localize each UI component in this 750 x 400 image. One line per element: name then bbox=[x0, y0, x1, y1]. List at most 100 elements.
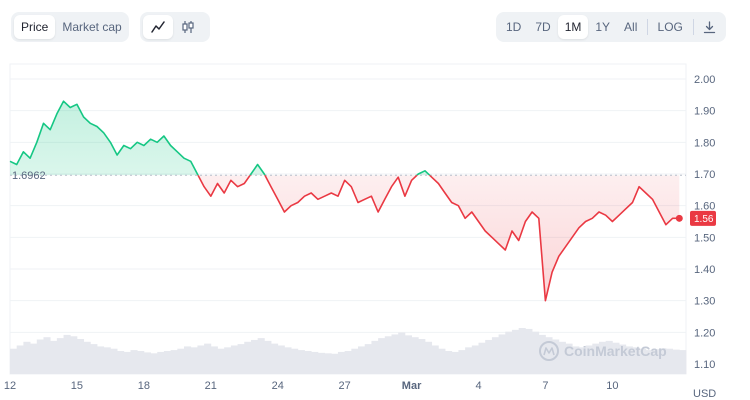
volume-bar bbox=[177, 348, 185, 374]
range-7d-button[interactable]: 7D bbox=[535, 20, 551, 34]
price-line-down bbox=[197, 175, 680, 302]
download-icon bbox=[703, 20, 716, 33]
volume-bar bbox=[50, 340, 58, 374]
volume-bar bbox=[498, 334, 506, 374]
y-tick-label: 1.10 bbox=[694, 359, 715, 371]
volume-bar bbox=[478, 342, 486, 374]
y-axis-unit-label: USD bbox=[693, 388, 716, 400]
y-tick-label: 1.50 bbox=[694, 232, 715, 244]
volume-bar bbox=[277, 345, 285, 374]
volume-bar bbox=[30, 343, 38, 374]
price-line-up bbox=[9, 100, 431, 176]
volume-bar bbox=[197, 345, 205, 374]
volume-bar bbox=[16, 345, 24, 374]
volume-bar bbox=[645, 350, 653, 374]
time-range-toggle: 1D 7D 1M 1Y All LOG bbox=[496, 12, 726, 42]
market-cap-tab[interactable]: Market cap bbox=[62, 20, 122, 34]
volume-bar bbox=[190, 347, 198, 374]
volume-bar bbox=[217, 348, 225, 374]
volume-bar bbox=[271, 343, 279, 374]
volume-bar bbox=[10, 348, 18, 374]
y-tick-label: 1.40 bbox=[694, 264, 715, 276]
volume-bar bbox=[532, 331, 540, 374]
volume-bar bbox=[598, 341, 607, 374]
volume-bar bbox=[605, 340, 613, 374]
volume-bar bbox=[204, 343, 212, 374]
volume-bar bbox=[163, 351, 172, 374]
y-tick-label: 1.70 bbox=[694, 169, 715, 181]
volume-bar bbox=[371, 340, 379, 374]
volume-bar bbox=[63, 334, 71, 374]
range-1d-button[interactable]: 1D bbox=[506, 20, 522, 34]
x-tick-label: 24 bbox=[272, 380, 284, 392]
volume-bar bbox=[445, 351, 453, 374]
y-tick-label: 1.80 bbox=[694, 137, 715, 149]
volume-bar bbox=[76, 339, 85, 374]
volume-bar bbox=[384, 336, 392, 374]
volume-bar bbox=[619, 344, 627, 374]
volume-bar bbox=[572, 346, 580, 374]
volume-bar bbox=[210, 346, 218, 374]
y-tick-label: 2.00 bbox=[694, 74, 715, 86]
volume-bar bbox=[465, 347, 473, 374]
volume-bar bbox=[317, 352, 325, 374]
x-tick-label: 12 bbox=[4, 380, 16, 392]
volume-bar bbox=[485, 339, 493, 374]
current-price-label: 1.56 bbox=[694, 214, 714, 225]
watermark-text: CoinMarketCap bbox=[564, 343, 667, 359]
volume-bar bbox=[578, 347, 587, 374]
volume-bar bbox=[311, 351, 319, 374]
volume-bar bbox=[137, 351, 145, 374]
volume-bar bbox=[143, 352, 151, 374]
volume-bar bbox=[659, 348, 667, 374]
volume-bar bbox=[391, 334, 399, 374]
volume-bar bbox=[404, 335, 412, 374]
range-all-button[interactable]: All bbox=[624, 20, 638, 34]
log-scale-button[interactable]: LOG bbox=[657, 20, 683, 34]
watermark: CoinMarketCap bbox=[539, 341, 667, 361]
volume-bar bbox=[545, 337, 553, 374]
current-price-marker: 1.56 bbox=[675, 210, 716, 226]
volume-bar bbox=[250, 339, 259, 374]
range-1y-button[interactable]: 1Y bbox=[595, 20, 611, 34]
volume-bar bbox=[331, 353, 339, 374]
volume-bar bbox=[592, 343, 600, 374]
volume-bar bbox=[558, 341, 566, 374]
volume-bar bbox=[612, 342, 620, 374]
volume-bar bbox=[398, 332, 406, 374]
line-chart-button[interactable] bbox=[143, 15, 173, 39]
baseline-label: 1.6962 bbox=[12, 170, 46, 182]
x-tick-label: Mar bbox=[402, 380, 422, 392]
volume-bar bbox=[43, 337, 51, 374]
y-tick-label: 1.30 bbox=[694, 296, 715, 308]
range-1m-button[interactable]: 1M bbox=[557, 15, 589, 39]
candlestick-chart-button[interactable] bbox=[173, 15, 203, 39]
area-below-baseline bbox=[198, 175, 680, 301]
volume-bar bbox=[358, 346, 366, 374]
volume-bar bbox=[184, 346, 192, 374]
volume-bar bbox=[518, 328, 526, 374]
volume-bar bbox=[652, 349, 660, 374]
x-tick-label: 4 bbox=[475, 380, 481, 392]
candlestick-icon bbox=[182, 21, 194, 33]
volume-bar bbox=[525, 328, 533, 374]
volume-bar bbox=[431, 345, 439, 374]
volume-bar bbox=[230, 345, 238, 374]
volume-bar bbox=[150, 353, 158, 374]
volume-bar bbox=[237, 344, 245, 374]
y-tick-label: 1.20 bbox=[694, 327, 715, 339]
volume-bar bbox=[364, 344, 372, 374]
line-chart-icon bbox=[151, 21, 165, 33]
x-tick-label: 10 bbox=[606, 380, 618, 392]
volume-bar bbox=[157, 351, 165, 374]
download-button[interactable] bbox=[696, 15, 723, 39]
volume-bar bbox=[130, 350, 138, 374]
volume-bar bbox=[565, 343, 573, 374]
y-axis: 2.00 1.90 1.80 1.70 1.60 1.50 1.40 1.30 1.20 1.10 bbox=[694, 74, 715, 371]
volume-bar bbox=[418, 339, 426, 374]
price-tab[interactable]: Price bbox=[14, 15, 56, 39]
x-tick-label: 18 bbox=[138, 380, 150, 392]
metric-toggle: Price Market cap bbox=[11, 12, 129, 42]
volume-bar bbox=[244, 341, 252, 374]
